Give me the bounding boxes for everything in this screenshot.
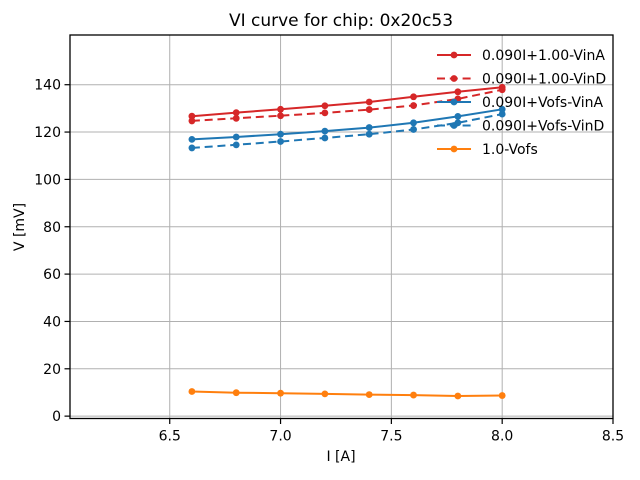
y-tick-label: 40 [43,314,61,330]
legend-item-0: 0.090I+1.00-VinA [437,48,605,64]
data-point-s1-x7.6 [410,102,417,109]
data-point-s2-x7.4 [365,124,373,131]
legend-marker-icon [450,75,458,82]
data-point-s2-x8 [498,105,506,113]
y-axis-label: V [mV] [12,203,28,251]
x-axis-label: I [A] [326,449,355,465]
series-line-1 [191,88,503,122]
x-tick-label: 8.5 [602,429,624,445]
legend-marker-icon [450,122,458,129]
data-point-s1-x6.6 [188,117,196,125]
y-tick-label: 60 [43,267,61,283]
data-point-s3-x7 [277,138,284,145]
data-point-s4-x7 [277,389,284,397]
data-point-s4-x8 [498,392,506,399]
x-tick-label: 7.0 [269,429,291,445]
series-line-0 [191,86,503,118]
data-point-s3-x7.2 [321,134,329,142]
legend-label: 1.0-Vofs [482,142,538,158]
data-point-s4-x6.6 [188,388,196,395]
y-tick-label: 120 [34,125,61,141]
data-point-s4-x7.2 [321,390,329,398]
legend-item-2: 0.090I+Vofs-VinA [437,95,603,111]
legend-label: 0.090I+Vofs-VinD [482,119,604,135]
data-point-s1-x7 [277,112,284,120]
legend-label: 0.090I+1.00-VinA [482,48,605,64]
data-point-s3-x7.6 [410,126,417,133]
data-point-s2-x6.6 [188,135,196,143]
data-point-s3-x6.8 [232,141,240,149]
data-point-s0-x6.8 [232,109,240,117]
legend-label: 0.090I+1.00-VinD [482,72,606,88]
legend-marker-icon [450,145,458,153]
y-tick-label: 0 [52,409,61,425]
legend: 0.090I+1.00-VinA 0.090I+1.00-VinD 0.090I+V… [437,48,606,158]
data-point-s4-x7.8 [454,392,462,400]
chart-title: VI curve for chip: 0x20c53 [229,11,453,31]
data-point-s3-x7.4 [365,130,373,138]
data-point-s2-x6.8 [232,133,240,141]
y-tick-label: 20 [43,362,61,378]
data-point-s1-x8 [498,86,506,94]
y-tick-label: 140 [34,78,61,94]
legend-marker-icon [450,98,458,106]
legend-item-1: 0.090I+1.00-VinD [437,72,606,88]
series-line-3 [191,113,503,149]
data-point-s4-x7.6 [410,391,417,399]
data-point-s0-x7.8 [454,88,462,96]
data-point-s2-x7 [277,130,284,138]
data-point-s0-x7.2 [321,102,329,110]
series-line-2 [191,108,503,141]
x-tick-label: 8.0 [491,429,513,445]
y-tick-label: 100 [34,172,61,188]
data-point-s4-x7.4 [365,391,373,398]
data-point-s3-x8 [498,110,506,118]
data-point-s3-x6.6 [188,144,196,152]
grid-layer [70,35,614,419]
data-point-s0-x7.4 [365,98,373,106]
legend-item-4: 1.0-Vofs [437,142,538,158]
data-point-s0-x7 [277,105,284,113]
data-point-s1-x6.8 [232,114,240,122]
legend-label: 0.090I+Vofs-VinA [482,95,603,111]
series-layer [188,83,506,400]
data-point-s2-x7.8 [454,113,462,120]
series-line-4 [191,390,503,398]
legend-marker-icon [450,51,458,59]
data-point-s2-x7.2 [321,127,329,135]
tick-layer: 6.5 7.0 7.5 8.0 8.5 0 20 40 60 80 100 120 140 [34,78,624,445]
legend-item-3: 0.090I+Vofs-VinD [437,119,604,135]
x-tick-label: 6.5 [159,429,181,445]
data-point-s2-x7.6 [410,119,417,127]
data-point-s0-x6.6 [188,112,196,120]
x-tick-label: 7.5 [380,429,402,445]
data-point-s1-x7.4 [365,106,373,113]
y-tick-label: 80 [43,220,61,236]
data-point-s4-x6.8 [232,389,240,397]
data-point-s0-x7.6 [410,93,417,101]
data-point-s1-x7.2 [321,109,329,117]
